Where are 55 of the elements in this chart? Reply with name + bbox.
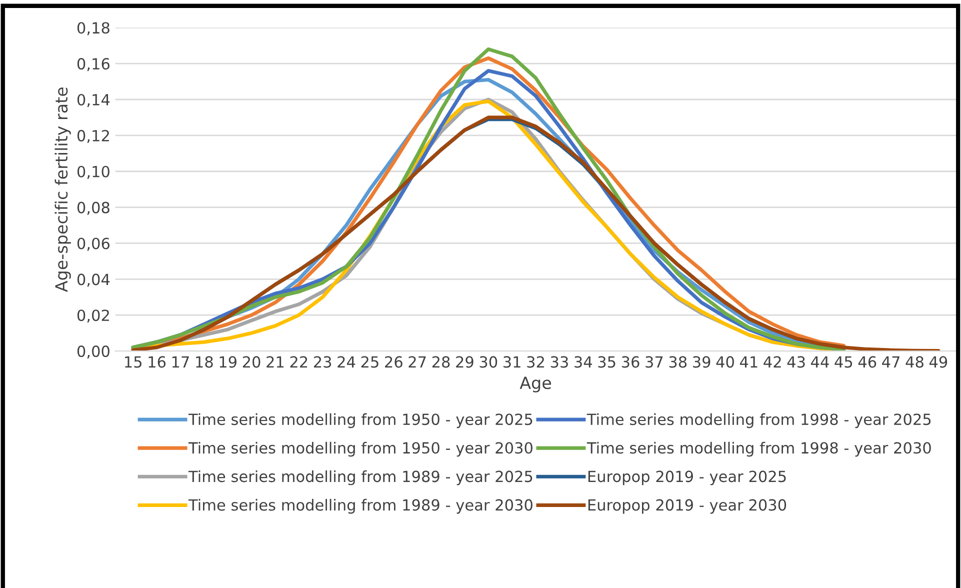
x-tick-label: 45	[834, 356, 852, 368]
legend-label: Time series modelling from 1989 - year 2030	[188, 498, 532, 514]
y-tick-label: 0,06	[77, 238, 110, 251]
x-tick-label: 46	[858, 356, 876, 368]
legend-label: Europop 2019 - year 2025	[588, 470, 786, 486]
x-tick-label: 20	[242, 356, 260, 368]
x-tick-label: 30	[480, 356, 498, 368]
x-tick-label: 23	[314, 356, 332, 368]
legend-label: Time series modelling from 1950 - year 2025	[188, 413, 532, 428]
x-tick-label: 37	[646, 356, 663, 368]
x-tick-label: 26	[385, 356, 402, 368]
x-tick-label: 36	[622, 356, 640, 368]
x-tick-label: 21	[266, 356, 284, 368]
x-tick-label: 15	[125, 356, 142, 368]
x-tick-label: 19	[220, 356, 236, 368]
y-tick-label: 0,00	[77, 346, 110, 359]
x-tick-label: 42	[764, 356, 781, 368]
x-tick-label: 47	[882, 356, 900, 368]
x-tick-label: 18	[196, 356, 213, 368]
x-tick-label: 44	[811, 356, 829, 368]
legend-label: Time series modelling from 1950 - year 2030	[188, 442, 532, 457]
x-tick-label: 49	[929, 356, 948, 368]
x-tick-label: 29	[456, 356, 474, 368]
x-tick-label: 39	[693, 356, 710, 368]
y-tick-label: 0,02	[77, 310, 109, 323]
x-tick-label: 34	[574, 356, 592, 368]
y-tick-label: 0,08	[77, 202, 110, 215]
y-axis-title: Age-specific fertility rate	[54, 87, 71, 292]
x-tick-label: 32	[527, 356, 544, 368]
x-tick-label: 41	[740, 356, 758, 368]
x-tick-label: 24	[338, 356, 356, 368]
x-tick-label: 27	[408, 356, 426, 368]
y-tick-label: 0,18	[77, 22, 110, 36]
x-tick-label: 40	[716, 356, 734, 368]
legend-label: Time series modelling from 1989 - year 2025	[188, 470, 532, 486]
y-tick-label: 0,12	[77, 130, 109, 144]
legend-label: Europop 2019 - year 2030	[588, 499, 786, 514]
y-tick-label: 0,14	[77, 94, 110, 108]
y-tick-label: 0,04	[77, 274, 110, 287]
x-tick-label: 43	[787, 356, 805, 368]
x-tick-label: 35	[598, 356, 616, 368]
x-tick-label: 17	[172, 356, 189, 368]
x-tick-label: 48	[906, 356, 924, 368]
legend-label: Time series modelling from 1998 - year 2030	[586, 442, 931, 457]
x-tick-label: 25	[361, 356, 378, 368]
x-tick-label: 33	[550, 356, 568, 368]
x-tick-label: 22	[290, 356, 308, 368]
x-tick-label: 31	[504, 356, 520, 368]
x-tick-label: 38	[669, 356, 687, 368]
y-tick-label: 0,16	[77, 58, 110, 72]
legend-label: Time series modelling from 1998 - year 2025	[586, 413, 931, 428]
x-axis-title: Age	[520, 376, 551, 392]
y-tick-label: 0,10	[77, 166, 110, 179]
x-tick-label: 16	[148, 356, 166, 368]
x-tick-label: 28	[432, 356, 450, 368]
